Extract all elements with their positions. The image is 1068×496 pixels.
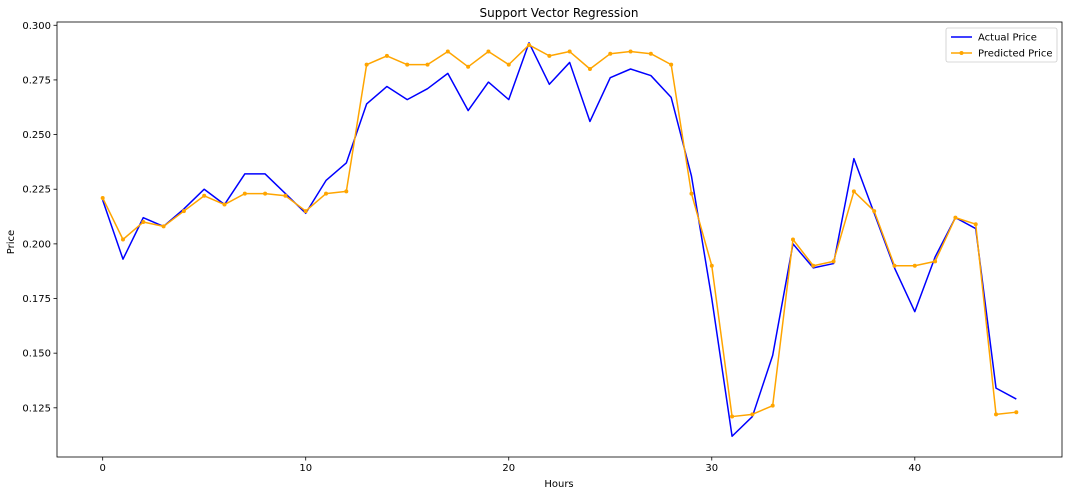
x-tick-label: 10 [299, 463, 312, 474]
y-tick-label: 0.225 [22, 185, 51, 196]
data-point [933, 259, 938, 264]
data-point [730, 414, 735, 419]
legend-box [945, 27, 1058, 63]
x-tick-label: 20 [502, 463, 515, 474]
data-point [486, 49, 491, 54]
data-point [669, 62, 674, 67]
legend-item: Actual Price [951, 33, 1037, 44]
data-point [912, 263, 917, 268]
data-point [222, 202, 227, 207]
data-point [425, 62, 430, 67]
data-point [242, 191, 247, 196]
data-point [770, 403, 775, 408]
data-point [567, 49, 572, 54]
data-point [466, 64, 471, 69]
data-point [324, 191, 329, 196]
data-point [141, 220, 146, 225]
legend-marker [959, 51, 964, 55]
data-point [506, 62, 511, 67]
plot-area: 0 10 20 30 40 0.125 0.150 0.175 0.200 0.225 0.250 0… [22, 21, 1063, 474]
plot-background [57, 22, 1062, 457]
series-line [101, 42, 1017, 437]
x-tick-label: 0 [99, 463, 105, 474]
data-point [811, 263, 816, 268]
y-tick-label: 0.250 [22, 130, 51, 141]
axes-frame [56, 21, 1063, 458]
legend-label: Actual Price [978, 33, 1037, 44]
data-point [120, 237, 125, 242]
x-tick-label: 40 [908, 463, 921, 474]
y-tick-label: 0.125 [22, 403, 51, 414]
data-point [790, 237, 795, 242]
x-tick-label: 30 [705, 463, 718, 474]
data-point [405, 62, 410, 67]
data-point [161, 224, 166, 229]
data-point [547, 53, 552, 58]
data-point [831, 259, 836, 264]
data-point [628, 49, 633, 54]
data-point [202, 193, 207, 198]
y-tick-label: 0.175 [22, 294, 51, 305]
data-point [648, 51, 653, 56]
data-point [851, 189, 856, 194]
data-point [283, 193, 288, 198]
data-point [750, 412, 755, 417]
data-point [181, 209, 186, 214]
y-tick-label: 0.300 [22, 21, 51, 32]
data-point [872, 209, 877, 214]
y-tick-label: 0.200 [22, 239, 51, 250]
legend-item: Predicted Price [951, 49, 1053, 60]
data-point [100, 195, 105, 200]
series-group [100, 42, 1019, 419]
data-point [994, 412, 999, 417]
data-point [892, 263, 897, 268]
series-group [101, 42, 1017, 437]
legend-label: Predicted Price [978, 49, 1053, 60]
x-axis-label: Hours [544, 479, 573, 490]
chart-title: Support Vector Regression [480, 6, 639, 20]
data-point [384, 53, 389, 58]
data-point [1014, 410, 1019, 415]
data-point [263, 191, 268, 196]
data-point [608, 51, 613, 56]
data-point [527, 42, 532, 47]
data-point [587, 67, 592, 71]
data-point [344, 189, 349, 194]
data-point [445, 49, 450, 54]
y-tick-label: 0.150 [22, 349, 51, 360]
data-point [689, 191, 694, 196]
data-point [364, 62, 369, 67]
data-point [303, 209, 308, 214]
y-tick-label: 0.275 [22, 75, 51, 86]
legend: Actual Price Predicted Price [945, 27, 1058, 63]
data-point [709, 263, 714, 268]
y-axis-label: Price [6, 230, 17, 254]
data-point [953, 215, 958, 220]
series-line [102, 44, 1017, 418]
data-point [973, 222, 978, 227]
